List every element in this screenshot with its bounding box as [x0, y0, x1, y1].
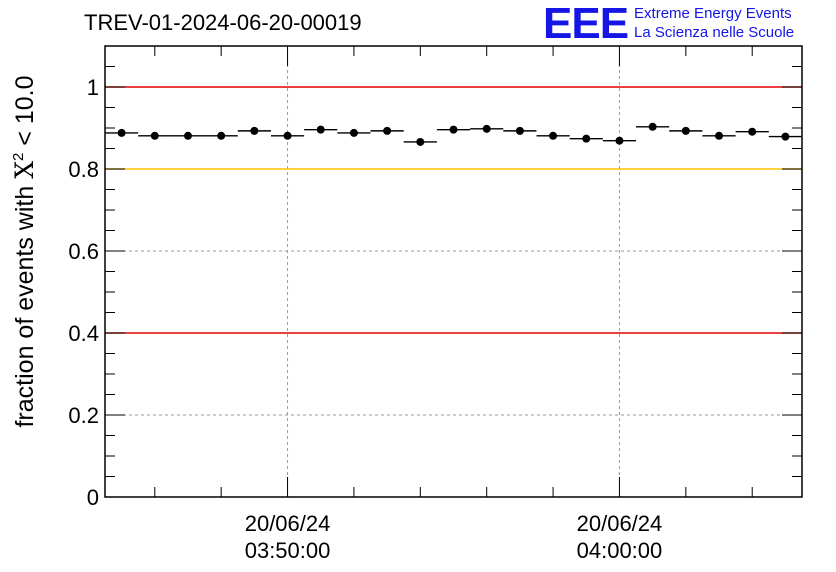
- y-axis-label-symbol: X: [10, 161, 39, 179]
- data-point: [582, 134, 591, 143]
- logo-mark: EEE: [543, 0, 629, 48]
- data-point: [715, 131, 724, 140]
- data-point: [748, 127, 757, 136]
- data-point: [681, 126, 690, 135]
- x-tick-label-date: 20/06/24: [245, 511, 331, 536]
- logo-line-1: Extreme Energy Events: [634, 5, 792, 22]
- data-point: [117, 128, 126, 137]
- data-point: [449, 125, 458, 134]
- data-point: [283, 131, 292, 140]
- data-point: [482, 124, 491, 133]
- y-axis-label-superscript: 2: [10, 153, 27, 161]
- plot-frame: [104, 45, 803, 498]
- y-tick-label: 0.8: [68, 157, 99, 182]
- data-point: [648, 122, 657, 131]
- x-tick-label-time: 04:00:00: [577, 538, 663, 563]
- y-axis-label-text: fraction of events with: [11, 179, 39, 428]
- data-point: [383, 126, 392, 135]
- logo-text: Extreme Energy Events La Scienza nelle S…: [634, 2, 794, 42]
- y-tick-label: 0: [87, 485, 99, 510]
- data-point: [316, 125, 325, 134]
- data-point: [250, 126, 259, 135]
- data-point: [416, 137, 425, 146]
- x-tick-label-time: 03:50:00: [245, 538, 331, 563]
- data-point: [515, 126, 524, 135]
- y-tick-label: 0.4: [68, 321, 99, 346]
- y-tick-label: 0.2: [68, 403, 99, 428]
- logo-line-2: La Scienza nelle Scuole: [634, 24, 795, 41]
- data-point: [615, 136, 624, 145]
- data-point: [549, 131, 558, 140]
- y-tick-label: 0.6: [68, 239, 99, 264]
- x-tick-label-date: 20/06/24: [577, 511, 663, 536]
- data-point: [781, 132, 790, 141]
- y-axis-label: fraction of events with X2 < 10.0: [10, 75, 39, 427]
- data-point: [217, 131, 226, 140]
- data-point: [183, 131, 192, 140]
- eee-logo: EEE Extreme Energy Events La Scienza nel…: [543, 2, 794, 46]
- data-point: [349, 128, 358, 137]
- y-axis-label-threshold: < 10.0: [11, 75, 39, 152]
- y-tick-label: 1: [87, 75, 99, 100]
- chart-title: TREV-01-2024-06-20-00019: [84, 10, 362, 35]
- data-point: [150, 131, 159, 140]
